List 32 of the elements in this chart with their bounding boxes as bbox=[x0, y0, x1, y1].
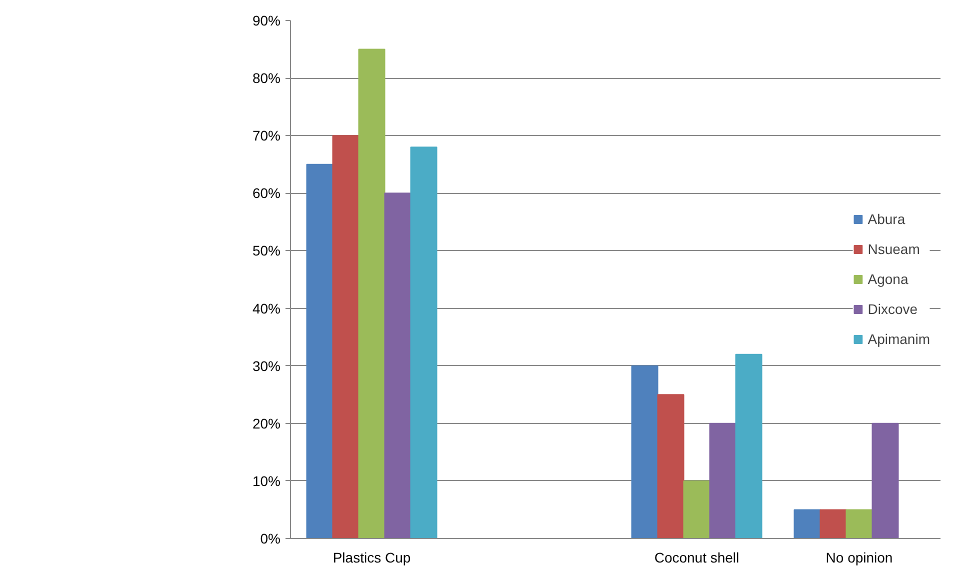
bar bbox=[332, 135, 360, 538]
y-tick-label: 70% bbox=[252, 128, 281, 144]
bar bbox=[410, 146, 438, 538]
legend-label: Agona bbox=[868, 271, 908, 287]
bar bbox=[631, 365, 658, 538]
x-tick-label: Coconut shell bbox=[654, 550, 740, 566]
legend-label: Dixcove bbox=[868, 301, 918, 317]
legend-label: Abura bbox=[868, 211, 906, 227]
y-tick-label: 40% bbox=[252, 300, 281, 316]
bar bbox=[683, 480, 710, 538]
bar bbox=[846, 509, 873, 538]
y-tick-label: 0% bbox=[260, 530, 280, 546]
legend-label: Apimanim bbox=[868, 331, 930, 347]
bar bbox=[820, 509, 847, 538]
y-tick-label: 10% bbox=[252, 472, 281, 489]
y-tick-label: 60% bbox=[252, 185, 281, 202]
y-tick-label: 90% bbox=[252, 12, 281, 28]
x-tick-label: No opinion bbox=[826, 550, 893, 566]
bar bbox=[358, 48, 386, 538]
bar bbox=[794, 509, 821, 538]
y-tick-label: 80% bbox=[252, 70, 281, 86]
bar bbox=[735, 354, 762, 538]
legend-label: Nsueam bbox=[868, 241, 920, 257]
bar bbox=[384, 192, 412, 538]
y-tick-label: 50% bbox=[252, 242, 281, 259]
bar bbox=[657, 394, 684, 538]
y-tick-label: 20% bbox=[252, 415, 281, 432]
y-tick-label: 30% bbox=[252, 358, 281, 374]
bar bbox=[709, 422, 736, 538]
x-tick-label: Plastics Cup bbox=[332, 550, 411, 566]
bar bbox=[872, 422, 899, 538]
bar bbox=[306, 164, 334, 538]
